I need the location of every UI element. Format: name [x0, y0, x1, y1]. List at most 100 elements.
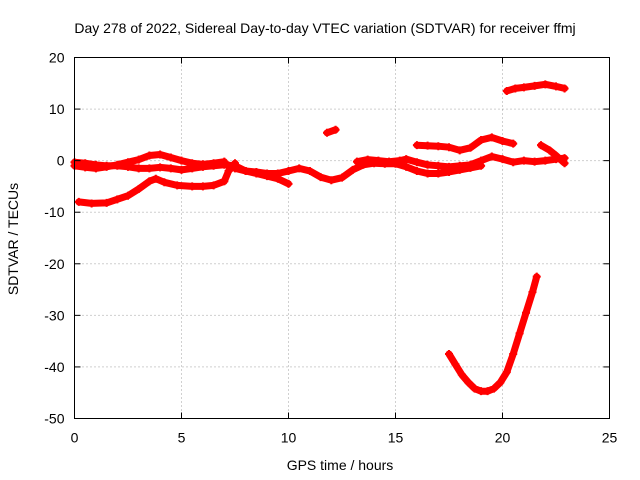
- data-point: [445, 350, 453, 359]
- data-point: [231, 164, 239, 173]
- data-point: [113, 161, 122, 170]
- data-point: [134, 155, 143, 164]
- data-point: [327, 176, 336, 185]
- x-tick-label: 5: [178, 430, 186, 446]
- data-point: [412, 158, 421, 167]
- data-point: [166, 164, 175, 173]
- data-point: [457, 370, 466, 379]
- y-tick-label: 10: [49, 101, 65, 117]
- data-point: [530, 81, 539, 90]
- data-point: [284, 179, 293, 188]
- data-point: [160, 178, 169, 187]
- y-tick-label: -50: [44, 411, 64, 427]
- data-point: [74, 197, 83, 206]
- data-point: [124, 162, 132, 171]
- y-axis-label: SDTVAR / TECUs: [5, 183, 21, 295]
- data-point: [81, 159, 90, 168]
- data-point: [166, 153, 175, 162]
- y-tick-label: -40: [44, 359, 64, 375]
- data-point: [284, 166, 293, 175]
- data-point: [348, 165, 357, 174]
- data-point: [498, 137, 507, 146]
- data-point: [102, 198, 111, 207]
- data-point: [541, 80, 550, 89]
- data-point: [220, 177, 229, 186]
- data-series: [70, 80, 569, 396]
- series-track-e: [323, 125, 340, 137]
- data-point: [102, 161, 111, 170]
- series-track-c: [74, 159, 239, 208]
- data-point: [530, 157, 539, 166]
- series-line: [75, 159, 239, 207]
- series-line: [537, 141, 569, 167]
- data-point: [188, 182, 197, 191]
- data-point: [209, 181, 218, 190]
- data-point: [338, 173, 346, 182]
- data-point: [198, 182, 207, 191]
- data-point: [423, 160, 432, 169]
- data-point: [124, 191, 132, 200]
- data-point: [434, 161, 443, 170]
- data-point: [509, 158, 518, 167]
- data-point: [156, 150, 165, 159]
- data-point: [151, 174, 160, 183]
- data-point: [560, 84, 569, 93]
- data-point: [483, 387, 492, 396]
- data-point: [273, 169, 282, 178]
- data-point: [502, 368, 511, 377]
- y-tick-label: -10: [44, 204, 64, 220]
- data-point: [402, 155, 411, 164]
- data-point: [498, 155, 507, 164]
- data-point: [177, 165, 186, 174]
- data-point: [241, 166, 250, 175]
- x-tick-label: 20: [495, 430, 511, 446]
- data-point: [487, 133, 496, 142]
- data-point: [412, 141, 421, 150]
- data-point: [434, 142, 443, 151]
- data-point: [145, 164, 154, 173]
- data-point: [395, 156, 404, 165]
- data-point: [519, 83, 528, 92]
- data-point: [537, 141, 546, 150]
- data-point: [455, 161, 464, 170]
- x-tick-label: 15: [388, 430, 404, 446]
- data-point: [305, 166, 314, 175]
- data-point: [519, 156, 528, 165]
- series-track-j: [445, 272, 541, 396]
- data-point: [445, 143, 453, 152]
- data-point: [145, 177, 154, 186]
- data-point: [145, 151, 154, 160]
- data-point: [134, 185, 143, 194]
- data-point: [252, 167, 261, 176]
- data-point: [209, 161, 218, 170]
- data-point: [470, 384, 479, 393]
- data-point: [156, 163, 165, 172]
- data-point: [466, 160, 475, 169]
- data-point: [113, 195, 122, 204]
- data-point: [509, 139, 518, 148]
- data-point: [528, 288, 537, 297]
- data-point: [331, 125, 340, 134]
- data-point: [412, 166, 421, 175]
- data-point: [509, 350, 518, 359]
- data-point: [385, 157, 394, 166]
- axes: 0 5 10 15 20 25 -50 -40 -30 -20 -10 0 10 20: [44, 50, 617, 446]
- data-point: [177, 156, 186, 165]
- data-point: [466, 143, 475, 152]
- series-track-f: [352, 152, 569, 171]
- data-point: [316, 173, 325, 182]
- data-point: [496, 378, 505, 387]
- grid: [74, 57, 610, 419]
- data-point: [363, 155, 372, 164]
- data-point: [402, 162, 411, 171]
- data-point: [541, 156, 550, 165]
- data-point: [560, 159, 569, 168]
- data-point: [552, 151, 560, 160]
- y-tick-label: 0: [57, 153, 65, 169]
- data-point: [188, 164, 197, 173]
- data-point: [134, 164, 143, 173]
- data-point: [489, 384, 498, 393]
- data-point: [423, 169, 432, 178]
- y-tick-label: -30: [44, 307, 64, 323]
